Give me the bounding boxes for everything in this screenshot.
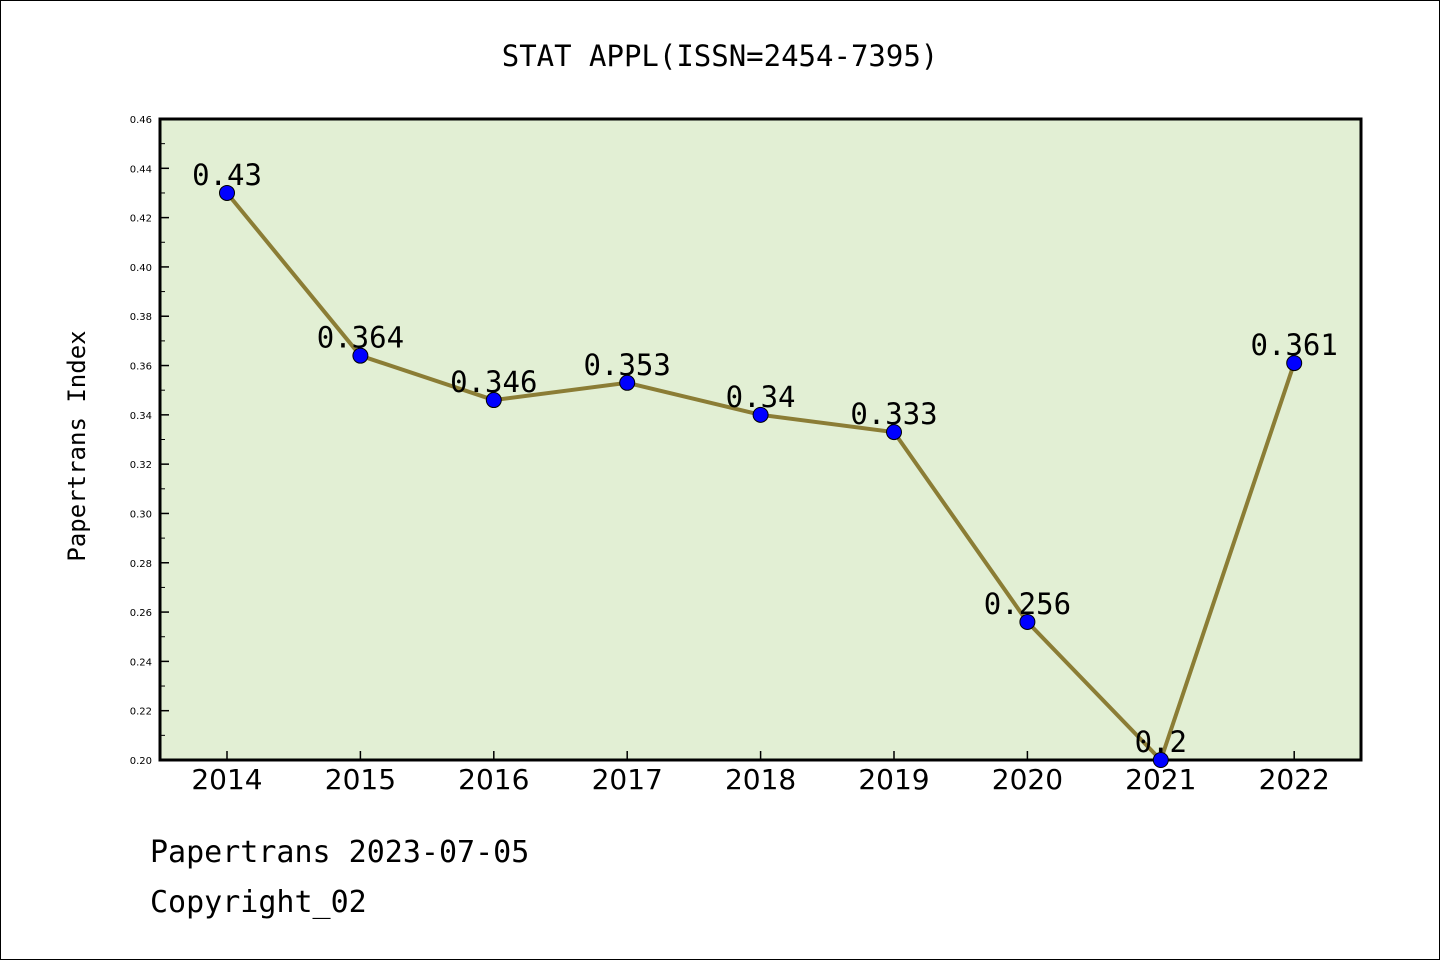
x-axis-ticks: 2014 2015 2016 2017 2018 2019 2020 2021 2022 bbox=[191, 751, 1330, 796]
x-tick-label: 2014 bbox=[191, 763, 262, 796]
y-axis-label: Papertrans Index bbox=[63, 330, 91, 561]
data-label: 0.364 bbox=[317, 321, 404, 355]
data-point bbox=[1019, 613, 1036, 630]
data-point bbox=[219, 184, 235, 201]
data-label: 0.256 bbox=[984, 587, 1071, 621]
y-tick-label: 0.42 bbox=[130, 214, 152, 225]
y-tick-label: 0.36 bbox=[130, 362, 152, 373]
data-label: 0.346 bbox=[450, 365, 537, 399]
data-label: 0.333 bbox=[850, 397, 937, 431]
data-point bbox=[1152, 752, 1169, 768]
y-tick-label: 0.28 bbox=[130, 559, 152, 570]
y-tick-label: 0.22 bbox=[130, 707, 152, 718]
x-tick-label: 2022 bbox=[1259, 763, 1330, 796]
plot-area bbox=[158, 117, 1363, 762]
data-point bbox=[886, 424, 902, 441]
data-label: 0.34 bbox=[726, 380, 796, 414]
data-label: 0.361 bbox=[1251, 328, 1338, 362]
x-tick-label: 2018 bbox=[725, 763, 796, 796]
x-tick-label: 2017 bbox=[592, 763, 663, 796]
y-tick-label: 0.46 bbox=[130, 115, 152, 126]
data-point bbox=[752, 406, 769, 423]
y-tick-label: 0.34 bbox=[130, 411, 152, 422]
y-tick-label: 0.30 bbox=[130, 509, 152, 520]
data-point bbox=[352, 347, 369, 364]
x-tick-label: 2019 bbox=[858, 763, 929, 796]
data-point bbox=[485, 392, 502, 409]
data-label: 0.353 bbox=[584, 348, 671, 382]
y-tick-label: 0.24 bbox=[130, 657, 152, 668]
y-tick-label: 0.40 bbox=[130, 263, 152, 274]
y-tick-label: 0.26 bbox=[130, 608, 152, 619]
x-tick-label: 2015 bbox=[325, 763, 396, 796]
footer-date: Papertrans 2023-07-05 bbox=[150, 835, 530, 870]
x-tick-label: 2020 bbox=[992, 763, 1063, 796]
x-tick-label: 2016 bbox=[458, 763, 529, 796]
y-tick-label: 0.20 bbox=[130, 756, 152, 767]
data-markers bbox=[219, 184, 1303, 768]
y-tick-label: 0.32 bbox=[130, 460, 152, 471]
data-label: 0.43 bbox=[192, 158, 262, 192]
chart-title: STAT APPL(ISSN=2454-7395) bbox=[502, 39, 939, 73]
y-axis-ticks: 0.20 0.22 0.24 0.26 0.28 0.30 0.32 0.34 0.36 0.38… bbox=[130, 115, 169, 767]
data-point bbox=[1286, 355, 1303, 372]
data-labels: 0.43 0.364 0.346 0.353 0.34 0.333 0.256 0.2 0.36… bbox=[192, 158, 1338, 759]
data-point bbox=[619, 374, 636, 391]
data-label: 0.2 bbox=[1135, 725, 1187, 759]
y-tick-label: 0.44 bbox=[130, 164, 152, 175]
x-tick-label: 2021 bbox=[1125, 763, 1196, 796]
footer-copyright: Copyright_02 bbox=[150, 885, 367, 920]
y-tick-label: 0.38 bbox=[130, 312, 152, 323]
